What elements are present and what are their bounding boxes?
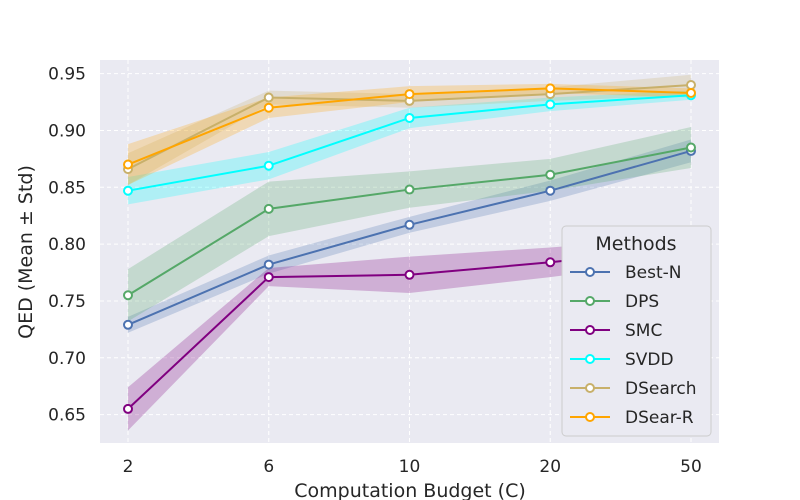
x-tick-label: 50	[680, 457, 702, 477]
legend-swatch-marker	[585, 412, 595, 422]
y-tick-label: 0.85	[48, 178, 86, 198]
best-n-point	[123, 319, 133, 330]
svdd-point	[123, 185, 133, 196]
dsearch-point	[263, 92, 274, 103]
svdd-point	[404, 112, 415, 123]
y-axis-label: QED (Mean ± Std)	[15, 165, 37, 339]
y-tick-label: 0.90	[48, 121, 86, 141]
legend-item-dps: DPS	[570, 292, 659, 312]
x-tick-label: 10	[399, 457, 421, 477]
best-n-point	[263, 259, 274, 270]
y-tick-labels: 0.65 0.70 0.75 0.80 0.85 0.90 0.95	[48, 65, 86, 426]
smc-point	[123, 403, 133, 414]
best-n-point	[545, 185, 556, 196]
legend-swatch-marker	[585, 296, 595, 306]
legend-item-dsear-r: DSear-R	[570, 408, 694, 428]
smc-point	[404, 269, 415, 280]
dps-point	[545, 169, 556, 180]
legend-swatch-marker	[585, 383, 595, 393]
y-tick-label: 0.80	[48, 235, 86, 255]
x-tick-label: 2	[123, 457, 134, 477]
smc-std-band	[128, 236, 691, 431]
legend-label: DSearch	[625, 379, 697, 399]
dsear-r-point	[686, 87, 696, 98]
x-axis-label: Computation Budget (C)	[294, 480, 526, 500]
y-tick-label: 0.65	[48, 406, 86, 426]
legend-box	[561, 225, 712, 437]
legend-label: SVDD	[625, 350, 674, 370]
x-tick-labels: 2 6 10 20 50	[123, 457, 702, 477]
svdd-point	[545, 99, 556, 110]
legend-items: Best-N DPS SMC SVDD DSearch DSear-R	[570, 263, 697, 428]
dps-point	[686, 142, 696, 153]
legend-swatch-marker	[585, 267, 595, 277]
legend: Methods Best-N DPS SMC SVDD DSearch DSear-R	[561, 225, 712, 437]
legend-item-dsearch: DSearch	[570, 379, 697, 399]
dps-point	[123, 290, 133, 301]
smc-point	[263, 272, 274, 283]
svdd-point	[263, 160, 274, 171]
y-tick-label: 0.95	[48, 65, 86, 85]
dsear-r-point	[263, 102, 274, 113]
svdd-std-band	[128, 90, 691, 205]
y-tick-label: 0.70	[48, 349, 86, 369]
legend-item-svdd: SVDD	[570, 350, 674, 370]
legend-swatch-marker	[585, 354, 595, 364]
legend-label: DSear-R	[625, 408, 694, 428]
dps-point	[404, 184, 415, 195]
dsear-r-point	[545, 83, 556, 94]
x-tick-label: 6	[263, 457, 274, 477]
best-n-point	[404, 219, 415, 230]
x-tick-label: 20	[539, 457, 561, 477]
legend-title: Methods	[595, 233, 676, 255]
legend-swatch-marker	[585, 325, 595, 335]
legend-item-smc: SMC	[570, 321, 662, 341]
dsearch-point	[686, 80, 696, 91]
legend-label: DPS	[625, 292, 659, 312]
y-tick-label: 0.75	[48, 292, 86, 312]
dps-point	[263, 203, 274, 214]
dsear-r-point	[404, 89, 415, 100]
dsear-r-point	[123, 159, 133, 170]
legend-label: Best-N	[625, 263, 682, 283]
legend-item-best-n: Best-N	[570, 263, 682, 283]
smc-point	[545, 257, 556, 268]
legend-label: SMC	[625, 321, 662, 341]
